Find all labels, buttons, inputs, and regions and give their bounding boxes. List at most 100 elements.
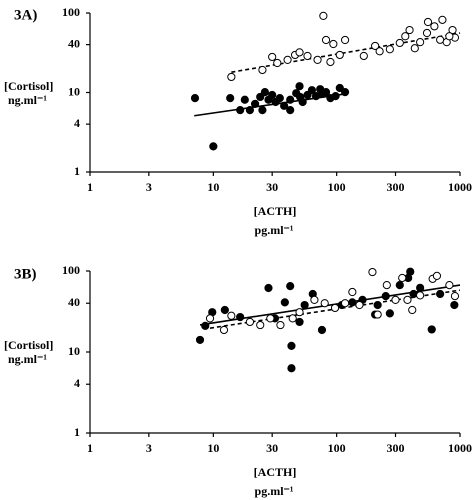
data-point <box>395 38 404 48</box>
y-tick-label: 100 <box>62 5 80 19</box>
data-point <box>286 95 295 104</box>
x-tick-label: 10 <box>207 441 219 455</box>
y-axis-unit: ng.ml⁻¹ <box>8 352 47 366</box>
data-point <box>295 48 304 57</box>
x-tick-label: 3 <box>146 441 152 455</box>
x-tick-label: 300 <box>387 180 405 194</box>
data-point <box>209 142 218 151</box>
y-tick-label: 40 <box>68 36 80 50</box>
data-point <box>355 300 364 310</box>
data-point <box>348 298 357 307</box>
data-point <box>219 325 229 335</box>
y-tick-label: 4 <box>74 376 80 390</box>
data-point <box>329 39 338 49</box>
data-point <box>311 92 321 101</box>
data-point <box>256 92 265 102</box>
data-point <box>195 335 205 345</box>
x-axis-label: [ACTH] <box>254 204 297 218</box>
fit-line <box>231 32 461 73</box>
x-tick-label: 100 <box>328 441 346 455</box>
data-point <box>432 271 442 280</box>
data-point <box>205 314 215 323</box>
data-point <box>220 305 229 315</box>
data-point <box>283 55 292 65</box>
data-point <box>313 55 322 65</box>
data-point <box>227 72 236 82</box>
data-point <box>403 295 412 304</box>
data-point <box>321 35 331 45</box>
data-point <box>288 314 297 323</box>
data-point <box>381 291 390 301</box>
x-tick-label: 10 <box>207 180 219 194</box>
data-point <box>227 311 236 320</box>
data-point <box>382 280 391 290</box>
panel-label: 3A) <box>14 7 37 23</box>
data-point <box>190 94 200 103</box>
data-point <box>445 280 454 290</box>
y-tick-label: 40 <box>68 295 80 309</box>
data-point <box>236 312 245 322</box>
data-point <box>340 35 350 45</box>
data-point <box>368 267 377 277</box>
data-point <box>398 273 407 283</box>
data-point <box>330 303 340 313</box>
x-tick-label: 1 <box>87 441 93 455</box>
y-tick-label: 1 <box>74 425 80 439</box>
x-tick-label: 30 <box>266 180 278 194</box>
data-point <box>310 295 319 304</box>
data-point <box>260 88 270 97</box>
data-point <box>268 90 277 100</box>
y-tick-label: 100 <box>62 263 80 277</box>
y-axis-unit: ng.ml⁻¹ <box>8 93 47 107</box>
data-point <box>295 308 304 317</box>
data-point <box>375 47 384 56</box>
x-axis-unit: pg.ml⁻¹ <box>255 484 294 498</box>
data-point <box>319 11 328 20</box>
data-point <box>258 106 267 115</box>
data-point <box>320 299 329 308</box>
y-tick-label: 4 <box>74 116 80 130</box>
data-point <box>326 57 335 67</box>
data-point <box>317 325 327 335</box>
data-point <box>266 314 275 323</box>
data-point <box>275 94 284 103</box>
data-point <box>268 52 277 62</box>
data-point <box>401 32 410 41</box>
data-point <box>298 97 307 107</box>
data-point <box>427 325 436 334</box>
panel-label: 3B) <box>14 266 37 282</box>
data-point <box>423 17 433 27</box>
y-tick-label: 10 <box>68 84 80 98</box>
data-point <box>245 317 255 327</box>
data-point <box>416 38 425 47</box>
data-point <box>410 44 419 53</box>
data-point <box>287 341 296 350</box>
data-point <box>438 15 447 24</box>
x-tick-label: 30 <box>266 441 278 455</box>
data-point <box>276 320 285 330</box>
data-point <box>450 300 459 310</box>
data-point <box>250 99 260 108</box>
data-point <box>359 51 368 61</box>
data-point <box>295 317 304 327</box>
data-point <box>303 51 312 61</box>
data-point <box>226 94 235 103</box>
y-tick-label: 10 <box>68 344 80 358</box>
data-point <box>371 41 380 51</box>
x-tick-label: 300 <box>387 441 405 455</box>
data-point <box>373 310 382 319</box>
data-point <box>264 283 273 293</box>
data-point <box>307 86 317 95</box>
data-point <box>385 45 394 54</box>
data-point <box>335 50 344 60</box>
data-point <box>286 282 295 291</box>
data-point <box>445 32 454 41</box>
data-point <box>373 300 382 310</box>
data-point <box>422 28 432 38</box>
data-point <box>408 305 417 315</box>
x-tick-label: 100 <box>328 180 346 194</box>
x-tick-label: 1000 <box>448 180 472 194</box>
x-tick-label: 1 <box>87 180 93 194</box>
y-tick-label: 1 <box>74 164 80 178</box>
